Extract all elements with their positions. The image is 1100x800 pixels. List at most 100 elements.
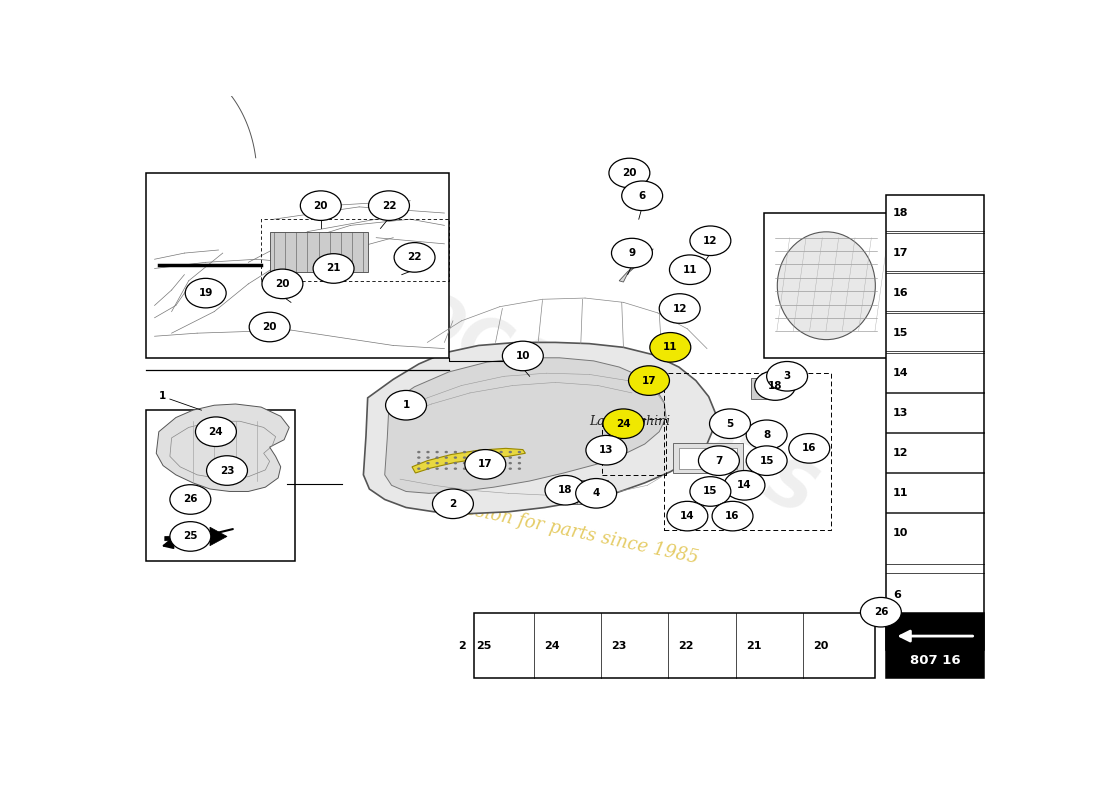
Text: 4: 4 [593, 488, 600, 498]
Text: 17: 17 [893, 248, 909, 258]
Text: 21: 21 [327, 263, 341, 274]
Polygon shape [156, 404, 289, 491]
Circle shape [436, 451, 439, 454]
Circle shape [427, 451, 430, 454]
FancyBboxPatch shape [146, 173, 449, 358]
Circle shape [698, 446, 739, 475]
Circle shape [472, 467, 475, 470]
Circle shape [518, 462, 521, 464]
Text: 8: 8 [763, 430, 770, 440]
Circle shape [628, 366, 670, 395]
Circle shape [169, 522, 211, 551]
Text: 25: 25 [476, 641, 492, 650]
Text: 17: 17 [641, 375, 657, 386]
Circle shape [724, 470, 764, 500]
Circle shape [453, 467, 458, 470]
Circle shape [472, 451, 475, 454]
Text: 12: 12 [703, 236, 717, 246]
Circle shape [586, 435, 627, 465]
Circle shape [262, 269, 303, 298]
Circle shape [603, 409, 644, 438]
Text: 10: 10 [516, 351, 530, 361]
Text: 20: 20 [623, 168, 637, 178]
Text: 18: 18 [893, 208, 909, 218]
Polygon shape [619, 249, 653, 282]
Text: 11: 11 [663, 342, 678, 352]
Circle shape [609, 158, 650, 188]
Circle shape [463, 467, 466, 470]
Circle shape [386, 390, 427, 420]
FancyBboxPatch shape [679, 448, 737, 469]
Text: 21: 21 [746, 641, 761, 650]
Circle shape [417, 451, 420, 454]
Text: 807 16: 807 16 [910, 654, 960, 666]
Circle shape [491, 451, 494, 454]
Text: 12: 12 [893, 448, 909, 458]
Text: Lamborghini: Lamborghini [590, 414, 671, 428]
Circle shape [690, 477, 730, 506]
Ellipse shape [778, 232, 876, 340]
Text: 20: 20 [263, 322, 277, 332]
Text: 14: 14 [680, 511, 695, 521]
Circle shape [481, 451, 484, 454]
Text: 13: 13 [893, 408, 909, 418]
Circle shape [207, 456, 248, 486]
Circle shape [453, 462, 458, 464]
Circle shape [185, 278, 227, 308]
Circle shape [518, 456, 521, 459]
Circle shape [499, 462, 503, 464]
Polygon shape [412, 448, 526, 473]
FancyBboxPatch shape [751, 378, 776, 399]
Circle shape [196, 417, 236, 446]
Circle shape [472, 462, 475, 464]
Circle shape [463, 462, 466, 464]
Circle shape [712, 502, 754, 531]
Text: 6: 6 [639, 190, 646, 201]
FancyBboxPatch shape [474, 614, 874, 678]
Text: 20: 20 [314, 201, 328, 210]
Circle shape [169, 485, 211, 514]
Circle shape [710, 409, 750, 438]
Circle shape [544, 475, 586, 505]
Circle shape [508, 456, 512, 459]
FancyBboxPatch shape [764, 213, 888, 358]
Text: 22: 22 [679, 641, 694, 650]
Circle shape [300, 191, 341, 221]
Text: 19: 19 [198, 288, 213, 298]
Circle shape [436, 456, 439, 459]
Text: 25: 25 [183, 531, 198, 542]
Text: 26: 26 [873, 607, 888, 618]
Circle shape [659, 294, 701, 323]
Circle shape [667, 502, 707, 531]
Text: 10: 10 [893, 528, 909, 538]
Circle shape [481, 462, 484, 464]
Circle shape [612, 238, 652, 268]
Polygon shape [385, 358, 666, 494]
Text: 16: 16 [893, 288, 909, 298]
Circle shape [436, 467, 439, 470]
FancyBboxPatch shape [886, 614, 984, 678]
Circle shape [472, 456, 475, 459]
Circle shape [499, 456, 503, 459]
FancyBboxPatch shape [673, 443, 742, 473]
Text: 22: 22 [407, 252, 421, 262]
Text: 7: 7 [715, 456, 723, 466]
Text: 15: 15 [893, 328, 909, 338]
Text: 16: 16 [725, 511, 740, 521]
Circle shape [499, 467, 503, 470]
Circle shape [746, 446, 788, 475]
Text: 15: 15 [703, 486, 717, 497]
Circle shape [481, 456, 484, 459]
Circle shape [755, 370, 795, 400]
Text: 11: 11 [893, 488, 909, 498]
Text: 11: 11 [683, 265, 697, 274]
Circle shape [427, 462, 430, 464]
Text: 20: 20 [813, 641, 828, 650]
Circle shape [417, 456, 420, 459]
Circle shape [650, 333, 691, 362]
FancyBboxPatch shape [270, 231, 367, 271]
Circle shape [250, 312, 290, 342]
Text: a passion for parts since 1985: a passion for parts since 1985 [427, 493, 701, 568]
Text: 23: 23 [612, 641, 627, 650]
Circle shape [690, 226, 730, 255]
